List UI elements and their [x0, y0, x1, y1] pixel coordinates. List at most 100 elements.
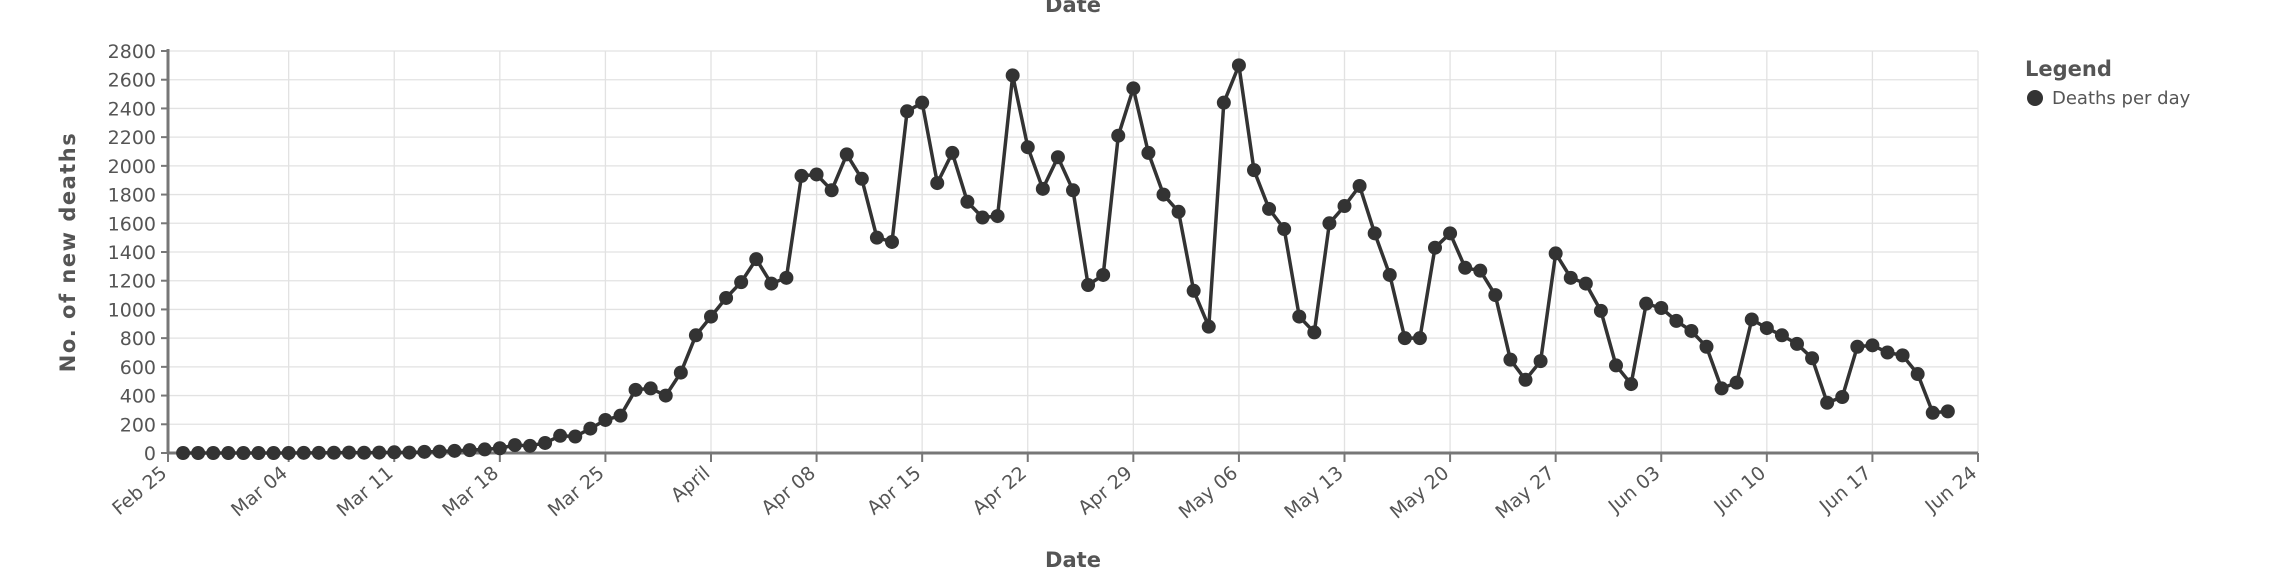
data-point [387, 445, 402, 460]
data-point [809, 167, 824, 182]
data-point [1428, 240, 1442, 255]
data-point [885, 234, 899, 249]
data-point [1578, 276, 1593, 291]
data-point [598, 412, 613, 427]
data-point [779, 270, 794, 285]
data-point [854, 171, 869, 186]
data-point [296, 445, 311, 460]
data-point [1593, 303, 1608, 318]
x-tick-label: May 13 [1280, 462, 1347, 524]
data-point [613, 408, 628, 423]
data-point [583, 421, 598, 436]
x-tick-label: Feb 25 [108, 462, 171, 520]
data-point [236, 446, 251, 460]
data-point [176, 446, 191, 460]
data-point [794, 168, 809, 183]
data-point [1412, 331, 1427, 346]
data-point [673, 365, 688, 380]
x-tick-label: Apr 29 [1074, 462, 1136, 519]
y-tick-label: 2000 [108, 156, 156, 178]
data-point [1443, 226, 1458, 241]
x-tick-label: Apr 22 [968, 462, 1030, 519]
series-line [183, 63, 1948, 455]
data-point [191, 446, 206, 460]
data-point [492, 441, 507, 456]
data-point [1322, 216, 1337, 231]
data-point [1307, 325, 1322, 340]
data-point [1654, 300, 1669, 315]
x-tick-label: Jun 17 [1815, 462, 1876, 518]
data-point [1835, 390, 1850, 405]
y-tick-label: 2600 [108, 70, 156, 92]
data-point [1035, 181, 1050, 196]
x-tick-label: Jun 03 [1604, 462, 1665, 518]
data-point [402, 445, 417, 460]
y-tick-label: 400 [120, 386, 156, 408]
data-point [1563, 270, 1578, 285]
data-point [734, 275, 749, 290]
data-point [1669, 313, 1684, 328]
data-point [342, 445, 356, 460]
data-point [1096, 267, 1111, 282]
x-tick-label: Mar 18 [438, 462, 503, 521]
data-point [311, 445, 326, 460]
data-point [281, 446, 296, 460]
data-point [1141, 145, 1156, 160]
data-point [824, 183, 839, 198]
x-tick-label: Mar 11 [333, 462, 398, 521]
data-point [417, 444, 432, 459]
data-point [1156, 187, 1171, 202]
data-point [1533, 354, 1548, 369]
data-point [1518, 372, 1533, 387]
data-point [1201, 319, 1216, 334]
data-point [1548, 246, 1563, 261]
data-point [523, 438, 537, 453]
data-point [1066, 183, 1080, 198]
data-point [507, 438, 522, 453]
data-point [538, 435, 553, 450]
data-point [1352, 178, 1367, 193]
x-tick-label: Mar 25 [544, 462, 609, 521]
data-point [1925, 405, 1940, 420]
y-tick-label: 200 [120, 414, 156, 436]
data-point [1367, 226, 1382, 241]
x-tick-label: May 20 [1386, 462, 1453, 524]
data-point [1714, 381, 1729, 396]
data-point [1186, 283, 1201, 298]
data-point [839, 147, 854, 162]
x-tick-label: Jun 10 [1709, 462, 1770, 518]
legend-title: Legend [2025, 57, 2112, 81]
data-point [1216, 95, 1231, 110]
data-point [1850, 339, 1865, 354]
data-point [1744, 312, 1759, 327]
data-point [357, 445, 372, 460]
data-point [372, 445, 387, 460]
x-tick-label: Apr 15 [863, 462, 925, 519]
data-point [1473, 263, 1488, 278]
data-point [1639, 296, 1654, 311]
data-point [915, 95, 930, 110]
y-tick-label: 800 [120, 328, 156, 350]
data-point [1759, 321, 1774, 336]
data-point [990, 209, 1005, 224]
y-tick-label: 1800 [108, 185, 156, 207]
data-point [553, 428, 568, 443]
data-point [1171, 204, 1186, 219]
data-point [628, 382, 643, 397]
data-point [1050, 150, 1065, 165]
data-point [1820, 395, 1835, 410]
data-point [1126, 81, 1141, 96]
data-point [1503, 352, 1518, 367]
data-point [1111, 128, 1126, 143]
data-point [1277, 222, 1292, 237]
x-tick-label: Mar 04 [227, 462, 292, 521]
data-point [1774, 328, 1789, 343]
data-point [1005, 68, 1020, 83]
data-point [688, 328, 703, 343]
data-point [1397, 331, 1412, 346]
x-tick-label: Jun 24 [1920, 462, 1981, 518]
data-point [1790, 336, 1804, 351]
x-tick-label: May 06 [1175, 462, 1242, 524]
